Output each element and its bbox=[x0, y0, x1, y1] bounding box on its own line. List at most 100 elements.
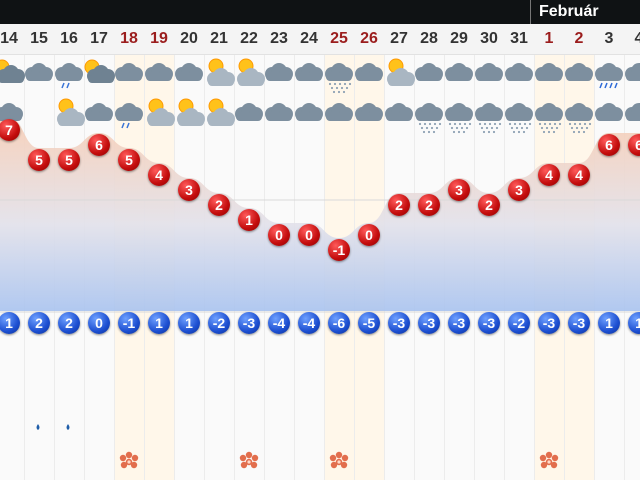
sun-cloud-icon bbox=[387, 58, 415, 86]
high-temp-badge: 3 bbox=[508, 179, 530, 201]
high-temp-badge: 4 bbox=[148, 164, 170, 186]
sun-cloud-icon bbox=[147, 98, 175, 126]
high-temp-badge: 0 bbox=[268, 224, 290, 246]
cloud-icon bbox=[625, 103, 640, 121]
cloud-icon bbox=[625, 63, 640, 81]
day-date-label[interactable]: 14 bbox=[0, 30, 18, 47]
cloud-icon bbox=[325, 103, 353, 121]
day-date-label[interactable]: 29 bbox=[450, 30, 468, 47]
day-date-label[interactable]: 17 bbox=[90, 30, 108, 47]
high-temp-badge: 1 bbox=[238, 209, 260, 231]
raindrop-icon bbox=[66, 424, 70, 430]
day-date-label[interactable]: 28 bbox=[420, 30, 438, 47]
day-date-label[interactable]: 24 bbox=[300, 30, 318, 47]
cloud-icon bbox=[85, 103, 113, 121]
cloud-icon bbox=[235, 103, 263, 121]
day-date-label[interactable]: 4 bbox=[634, 30, 640, 47]
high-temp-badge: 4 bbox=[538, 164, 560, 186]
low-temp-badge: -3 bbox=[538, 312, 560, 334]
low-temp-badge: -4 bbox=[268, 312, 290, 334]
cloud-icon bbox=[175, 63, 203, 81]
sun-cloud-icon bbox=[177, 98, 205, 126]
cloud-snow-icon bbox=[565, 103, 593, 134]
high-temp-badge: 3 bbox=[448, 179, 470, 201]
flower-icon bbox=[239, 451, 259, 469]
low-temp-badge: 0 bbox=[88, 312, 110, 334]
high-temp-badge: 2 bbox=[208, 194, 230, 216]
day-date-label[interactable]: 26 bbox=[360, 30, 378, 47]
low-temp-badge: -3 bbox=[388, 312, 410, 334]
low-temp-badge: -3 bbox=[478, 312, 500, 334]
day-date-label[interactable]: 1 bbox=[544, 30, 554, 47]
day-date-label[interactable]: 23 bbox=[270, 30, 288, 47]
cloud-snow-icon bbox=[325, 63, 353, 94]
day-date-label[interactable]: 25 bbox=[330, 30, 348, 47]
cloud-icon bbox=[295, 103, 323, 121]
partly-cloudy-icon bbox=[0, 59, 25, 83]
cloud-icon bbox=[505, 63, 533, 81]
low-temp-badge: -3 bbox=[418, 312, 440, 334]
date-row: 14 15 16 17 18 19 20 21 22 23 24 25 26 27 28 29 30 31 1 2 3 4 bbox=[0, 24, 640, 55]
day-date-label[interactable]: 30 bbox=[480, 30, 498, 47]
low-temp-badge: -3 bbox=[448, 312, 470, 334]
cloud-icon bbox=[385, 103, 413, 121]
flower-icon bbox=[119, 451, 139, 469]
day-date-label[interactable]: 16 bbox=[60, 30, 78, 47]
low-temp-badge: -3 bbox=[568, 312, 590, 334]
cloud-drizzle-icon bbox=[55, 63, 83, 89]
cloud-icon bbox=[295, 63, 323, 81]
day-date-label[interactable]: 3 bbox=[604, 30, 614, 47]
day-date-label[interactable]: 31 bbox=[510, 30, 528, 47]
cloud-icon bbox=[535, 63, 563, 81]
cloud-icon bbox=[595, 103, 623, 121]
sun-cloud-icon bbox=[207, 98, 235, 126]
flower-icon bbox=[329, 451, 349, 469]
day-date-label[interactable]: 20 bbox=[180, 30, 198, 47]
low-temp-badge: -2 bbox=[508, 312, 530, 334]
cloud-icon bbox=[415, 63, 443, 81]
day-date-label[interactable]: 18 bbox=[120, 30, 138, 47]
cloud-icon bbox=[445, 63, 473, 81]
cloud-drizzle-icon bbox=[115, 103, 143, 129]
low-temp-badge: 1 bbox=[598, 312, 620, 334]
day-date-label[interactable]: 27 bbox=[390, 30, 408, 47]
low-temp-badge: 1 bbox=[628, 312, 640, 334]
cloud-icon bbox=[265, 103, 293, 121]
cloud-snow-icon bbox=[445, 103, 473, 134]
cloud-icon bbox=[25, 63, 53, 81]
low-temp-badge: -3 bbox=[238, 312, 260, 334]
high-temp-badge: 6 bbox=[88, 134, 110, 156]
cloud-icon bbox=[265, 63, 293, 81]
low-temp-badge: 1 bbox=[0, 312, 20, 334]
day-date-label[interactable]: 22 bbox=[240, 30, 258, 47]
day-date-label[interactable]: 15 bbox=[30, 30, 48, 47]
low-temp-badge: -2 bbox=[208, 312, 230, 334]
low-temp-badge: -5 bbox=[358, 312, 380, 334]
high-temp-badge: 2 bbox=[478, 194, 500, 216]
day-date-label[interactable]: 21 bbox=[210, 30, 228, 47]
cloud-icon bbox=[145, 63, 173, 81]
low-temp-badge: 1 bbox=[178, 312, 200, 334]
day-date-label[interactable]: 2 bbox=[574, 30, 584, 47]
low-temp-badge: 1 bbox=[148, 312, 170, 334]
raindrop-icon bbox=[36, 424, 40, 430]
high-temp-badge: 5 bbox=[28, 149, 50, 171]
top-bar: Február bbox=[0, 0, 640, 24]
high-temp-badge: 5 bbox=[58, 149, 80, 171]
high-temp-badge: 3 bbox=[178, 179, 200, 201]
flower-icon bbox=[539, 451, 559, 469]
high-temp-badge: 7 bbox=[0, 119, 20, 141]
high-temp-badge: 0 bbox=[298, 224, 320, 246]
cloud-icon bbox=[565, 63, 593, 81]
month-label: Február bbox=[530, 0, 599, 24]
low-temp-badge: 2 bbox=[28, 312, 50, 334]
cloud-snow-icon bbox=[535, 103, 563, 134]
low-temp-badge: -6 bbox=[328, 312, 350, 334]
cloud-snow-icon bbox=[505, 103, 533, 134]
high-temp-badge: 2 bbox=[388, 194, 410, 216]
day-date-label[interactable]: 19 bbox=[150, 30, 168, 47]
sun-cloud-icon bbox=[237, 58, 265, 86]
high-temp-badge: 5 bbox=[118, 149, 140, 171]
cloud-snow-icon bbox=[475, 103, 503, 134]
